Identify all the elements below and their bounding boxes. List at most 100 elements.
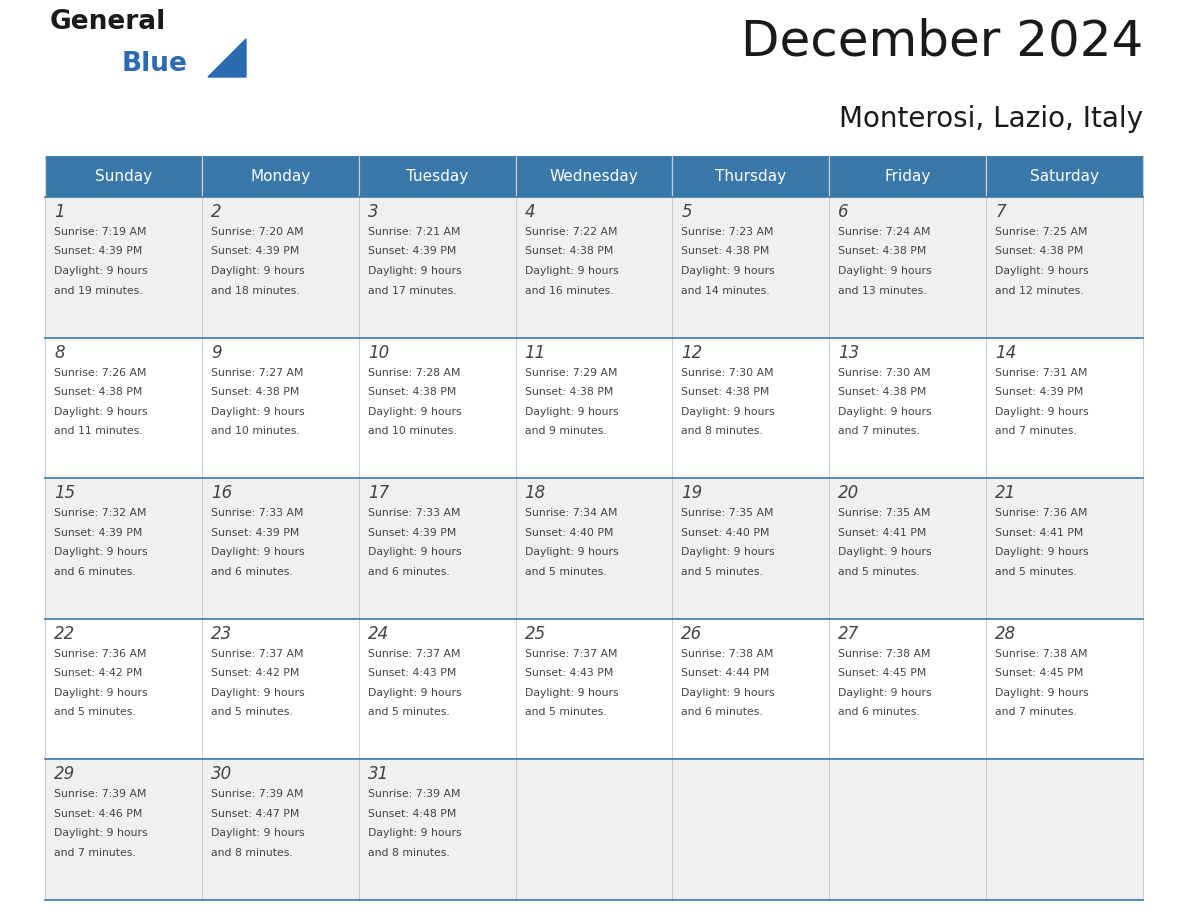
Text: Daylight: 9 hours: Daylight: 9 hours xyxy=(525,688,618,698)
Text: Sunset: 4:45 PM: Sunset: 4:45 PM xyxy=(996,668,1083,678)
Bar xyxy=(202,478,359,619)
Bar xyxy=(45,338,202,478)
Text: and 5 minutes.: and 5 minutes. xyxy=(525,707,606,717)
Text: 4: 4 xyxy=(525,203,536,221)
Bar xyxy=(672,619,829,759)
Text: Daylight: 9 hours: Daylight: 9 hours xyxy=(839,407,931,417)
Text: Sunrise: 7:28 AM: Sunrise: 7:28 AM xyxy=(368,367,460,377)
Text: 21: 21 xyxy=(996,484,1017,502)
Text: Daylight: 9 hours: Daylight: 9 hours xyxy=(525,547,618,557)
Text: Sunrise: 7:30 AM: Sunrise: 7:30 AM xyxy=(682,367,775,377)
Bar xyxy=(672,338,829,478)
Bar xyxy=(202,155,359,197)
Text: Sunset: 4:39 PM: Sunset: 4:39 PM xyxy=(368,247,456,256)
Text: and 10 minutes.: and 10 minutes. xyxy=(368,426,456,436)
Text: Daylight: 9 hours: Daylight: 9 hours xyxy=(53,547,147,557)
Text: Daylight: 9 hours: Daylight: 9 hours xyxy=(53,828,147,838)
Text: Sunrise: 7:25 AM: Sunrise: 7:25 AM xyxy=(996,227,1088,237)
Bar xyxy=(986,759,1143,900)
Text: 1: 1 xyxy=(53,203,64,221)
Text: and 18 minutes.: and 18 minutes. xyxy=(210,285,299,296)
Text: and 5 minutes.: and 5 minutes. xyxy=(210,707,292,717)
Text: Sunset: 4:40 PM: Sunset: 4:40 PM xyxy=(682,528,770,538)
Text: Sunrise: 7:39 AM: Sunrise: 7:39 AM xyxy=(368,789,460,800)
Text: and 10 minutes.: and 10 minutes. xyxy=(210,426,299,436)
Text: and 6 minutes.: and 6 minutes. xyxy=(839,707,920,717)
Text: 5: 5 xyxy=(682,203,693,221)
Text: Sunset: 4:40 PM: Sunset: 4:40 PM xyxy=(525,528,613,538)
Text: Sunset: 4:39 PM: Sunset: 4:39 PM xyxy=(53,247,143,256)
Bar xyxy=(516,338,672,478)
Text: Daylight: 9 hours: Daylight: 9 hours xyxy=(210,266,304,276)
Text: 28: 28 xyxy=(996,625,1017,643)
Bar xyxy=(45,155,202,197)
Text: and 7 minutes.: and 7 minutes. xyxy=(996,707,1076,717)
Text: 16: 16 xyxy=(210,484,232,502)
Text: Thursday: Thursday xyxy=(715,169,786,184)
Bar xyxy=(516,155,672,197)
Text: Sunset: 4:38 PM: Sunset: 4:38 PM xyxy=(525,387,613,397)
Text: Sunset: 4:42 PM: Sunset: 4:42 PM xyxy=(210,668,299,678)
Bar xyxy=(516,759,672,900)
Text: and 5 minutes.: and 5 minutes. xyxy=(525,566,606,577)
Text: Sunrise: 7:35 AM: Sunrise: 7:35 AM xyxy=(682,509,773,518)
Text: 19: 19 xyxy=(682,484,702,502)
Text: Daylight: 9 hours: Daylight: 9 hours xyxy=(839,266,931,276)
Text: Sunrise: 7:37 AM: Sunrise: 7:37 AM xyxy=(368,649,460,659)
Text: Sunrise: 7:37 AM: Sunrise: 7:37 AM xyxy=(525,649,617,659)
Text: Daylight: 9 hours: Daylight: 9 hours xyxy=(368,407,461,417)
Text: Friday: Friday xyxy=(885,169,931,184)
Text: Daylight: 9 hours: Daylight: 9 hours xyxy=(53,688,147,698)
Text: and 9 minutes.: and 9 minutes. xyxy=(525,426,606,436)
Text: Sunrise: 7:36 AM: Sunrise: 7:36 AM xyxy=(53,649,146,659)
Text: and 12 minutes.: and 12 minutes. xyxy=(996,285,1083,296)
Text: Daylight: 9 hours: Daylight: 9 hours xyxy=(368,547,461,557)
Text: and 8 minutes.: and 8 minutes. xyxy=(368,848,449,858)
Text: and 16 minutes.: and 16 minutes. xyxy=(525,285,613,296)
Text: Daylight: 9 hours: Daylight: 9 hours xyxy=(996,407,1088,417)
Text: Sunrise: 7:23 AM: Sunrise: 7:23 AM xyxy=(682,227,773,237)
Text: Sunrise: 7:39 AM: Sunrise: 7:39 AM xyxy=(53,789,146,800)
Bar xyxy=(202,338,359,478)
Bar xyxy=(829,759,986,900)
Text: and 5 minutes.: and 5 minutes. xyxy=(368,707,449,717)
Text: Sunrise: 7:29 AM: Sunrise: 7:29 AM xyxy=(525,367,617,377)
Text: Sunset: 4:47 PM: Sunset: 4:47 PM xyxy=(210,809,299,819)
Text: Sunset: 4:42 PM: Sunset: 4:42 PM xyxy=(53,668,143,678)
Bar xyxy=(829,197,986,338)
Text: Daylight: 9 hours: Daylight: 9 hours xyxy=(210,688,304,698)
Text: and 7 minutes.: and 7 minutes. xyxy=(53,848,135,858)
Text: December 2024: December 2024 xyxy=(741,18,1143,66)
Text: Sunset: 4:38 PM: Sunset: 4:38 PM xyxy=(525,247,613,256)
Text: 23: 23 xyxy=(210,625,232,643)
Text: 2: 2 xyxy=(210,203,221,221)
Text: Sunset: 4:39 PM: Sunset: 4:39 PM xyxy=(368,528,456,538)
Bar xyxy=(359,759,516,900)
Text: 7: 7 xyxy=(996,203,1006,221)
Text: Sunrise: 7:22 AM: Sunrise: 7:22 AM xyxy=(525,227,617,237)
Bar xyxy=(829,155,986,197)
Bar xyxy=(986,619,1143,759)
Text: Saturday: Saturday xyxy=(1030,169,1099,184)
Text: Daylight: 9 hours: Daylight: 9 hours xyxy=(368,266,461,276)
Text: Sunset: 4:45 PM: Sunset: 4:45 PM xyxy=(839,668,927,678)
Text: Sunrise: 7:33 AM: Sunrise: 7:33 AM xyxy=(368,509,460,518)
Text: Sunset: 4:41 PM: Sunset: 4:41 PM xyxy=(996,528,1083,538)
Bar xyxy=(45,478,202,619)
Bar xyxy=(45,759,202,900)
Text: 24: 24 xyxy=(368,625,388,643)
Text: Sunrise: 7:21 AM: Sunrise: 7:21 AM xyxy=(368,227,460,237)
Text: 12: 12 xyxy=(682,343,702,362)
Bar xyxy=(986,155,1143,197)
Text: Sunset: 4:38 PM: Sunset: 4:38 PM xyxy=(839,247,927,256)
Text: General: General xyxy=(50,9,166,35)
Text: Sunset: 4:48 PM: Sunset: 4:48 PM xyxy=(368,809,456,819)
Bar xyxy=(202,619,359,759)
Bar xyxy=(45,619,202,759)
Bar xyxy=(359,155,516,197)
Bar xyxy=(45,197,202,338)
Bar xyxy=(986,478,1143,619)
Text: Sunday: Sunday xyxy=(95,169,152,184)
Text: Sunset: 4:43 PM: Sunset: 4:43 PM xyxy=(368,668,456,678)
Text: Sunrise: 7:32 AM: Sunrise: 7:32 AM xyxy=(53,509,146,518)
